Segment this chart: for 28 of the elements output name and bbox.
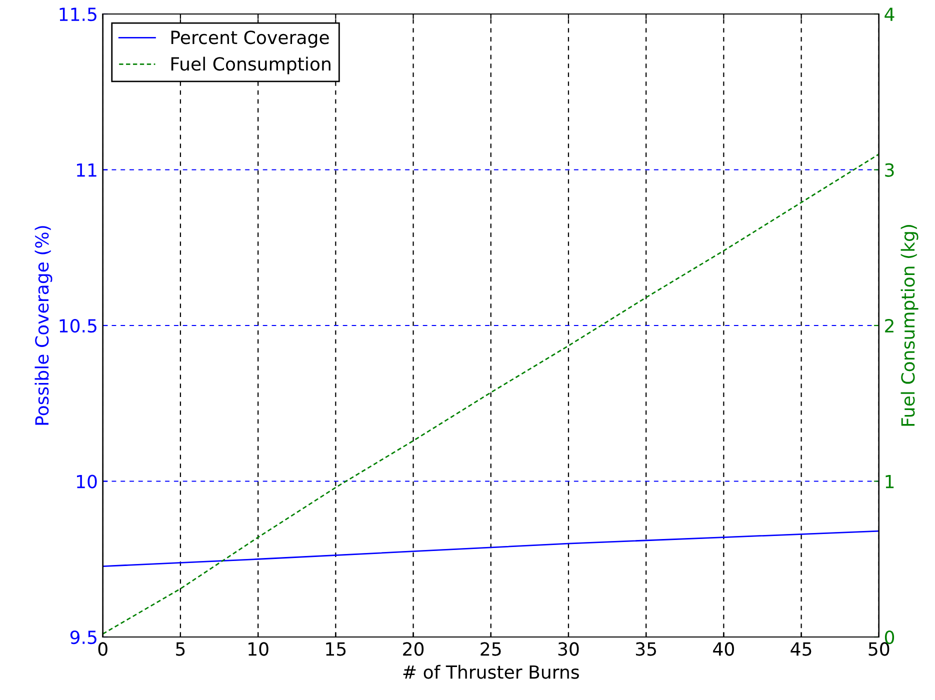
x-tick-label: 5 <box>176 642 185 656</box>
line-series <box>102 530 879 567</box>
y-tick-label: 9.5 <box>70 630 96 644</box>
y-tick-label: 10.5 <box>60 318 96 333</box>
y-axis-title: Possible Coverage (%) <box>34 226 52 425</box>
y-tick-label: 11 <box>76 163 96 177</box>
y-tick-label: 10 <box>76 474 97 488</box>
y2-axis-title: Fuel Consumption (kg) <box>900 225 918 426</box>
y-tick-label: 11.5 <box>60 8 96 22</box>
x-tick-label: 15 <box>326 642 346 656</box>
x-axis-title: # of Thruster Burns <box>403 664 579 679</box>
legend-label: Percent Coverage <box>171 30 329 48</box>
y2-tick-label: 0 <box>884 630 894 644</box>
x-tick-label: 50 <box>868 642 890 656</box>
x-tick-label: 0 <box>98 642 108 656</box>
x-tick-label: 30 <box>558 642 579 656</box>
x-tick-label: 35 <box>636 642 656 656</box>
legend-label: Fuel Consumption <box>171 56 330 74</box>
x-tick-label: 40 <box>713 642 734 656</box>
y2-tick-label: 4 <box>884 8 894 21</box>
line-series <box>102 153 879 635</box>
x-tick-label: 20 <box>403 642 424 656</box>
y2-tick-label: 1 <box>886 474 894 488</box>
y2-tick-label: 3 <box>885 163 894 177</box>
x-tick-label: 10 <box>248 642 268 656</box>
x-tick-label: 45 <box>790 642 812 656</box>
x-tick-label: 25 <box>480 642 501 656</box>
y2-tick-label: 2 <box>885 318 894 332</box>
